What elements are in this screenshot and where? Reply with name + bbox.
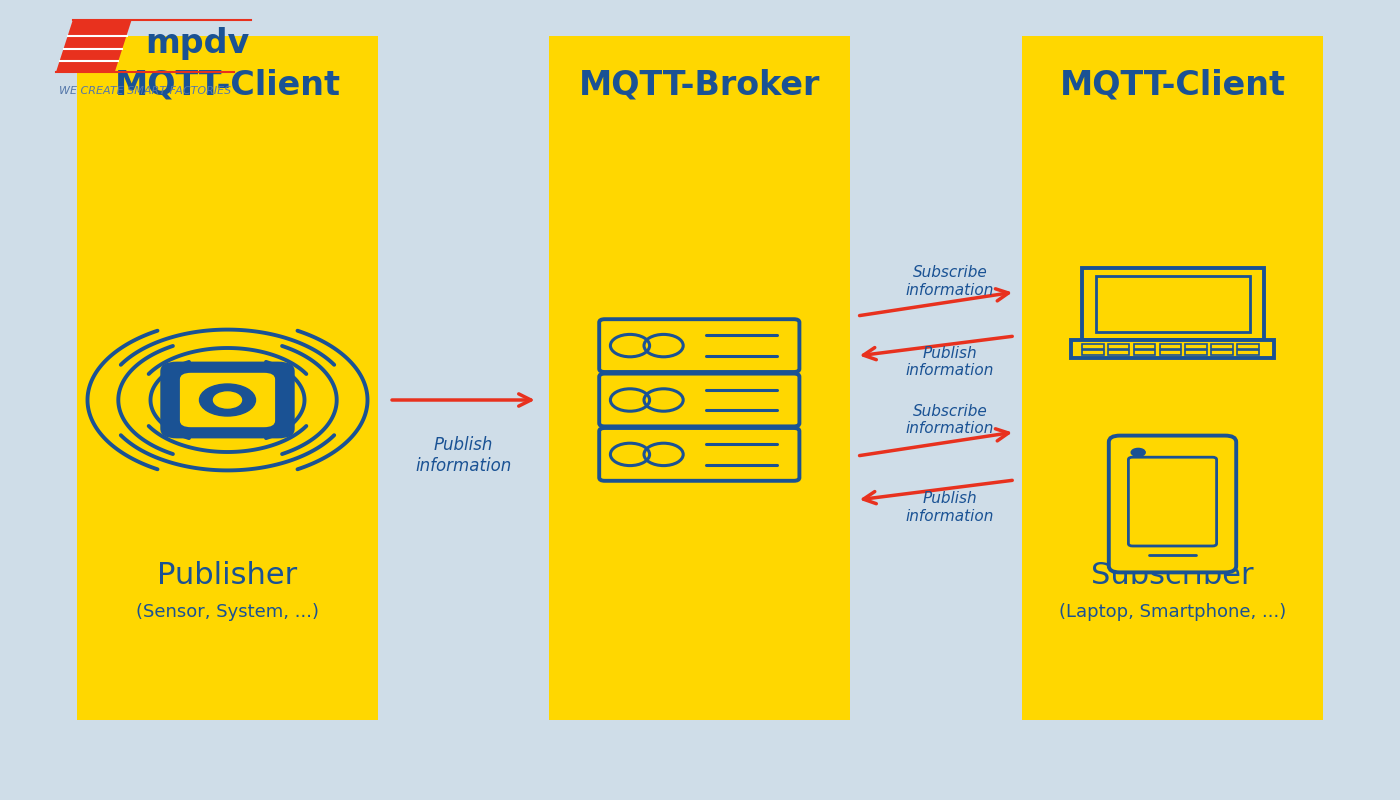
FancyBboxPatch shape bbox=[1082, 343, 1103, 349]
Text: Publish
information: Publish information bbox=[416, 436, 511, 475]
FancyBboxPatch shape bbox=[1109, 435, 1236, 573]
Polygon shape bbox=[56, 20, 132, 72]
FancyBboxPatch shape bbox=[1081, 268, 1263, 340]
FancyBboxPatch shape bbox=[1107, 350, 1130, 355]
FancyBboxPatch shape bbox=[1238, 350, 1259, 355]
FancyBboxPatch shape bbox=[1071, 340, 1274, 358]
FancyBboxPatch shape bbox=[1082, 350, 1103, 355]
FancyBboxPatch shape bbox=[1022, 36, 1323, 720]
Text: Subscribe
information: Subscribe information bbox=[906, 266, 994, 298]
FancyBboxPatch shape bbox=[160, 362, 295, 438]
Text: (Sensor, System, ...): (Sensor, System, ...) bbox=[136, 603, 319, 621]
Text: Publish
information: Publish information bbox=[906, 491, 994, 524]
FancyBboxPatch shape bbox=[1211, 343, 1233, 349]
Text: mpdv: mpdv bbox=[146, 27, 249, 60]
FancyBboxPatch shape bbox=[1134, 343, 1155, 349]
FancyBboxPatch shape bbox=[599, 319, 799, 372]
Circle shape bbox=[213, 392, 241, 408]
FancyBboxPatch shape bbox=[1159, 343, 1182, 349]
FancyBboxPatch shape bbox=[1186, 350, 1207, 355]
FancyBboxPatch shape bbox=[1095, 276, 1249, 332]
Text: Publish
information: Publish information bbox=[906, 346, 994, 378]
Text: Publisher: Publisher bbox=[157, 562, 298, 590]
FancyBboxPatch shape bbox=[599, 428, 799, 481]
Circle shape bbox=[1131, 448, 1145, 456]
FancyBboxPatch shape bbox=[1134, 350, 1155, 355]
FancyBboxPatch shape bbox=[77, 36, 378, 720]
FancyBboxPatch shape bbox=[1128, 457, 1217, 546]
FancyBboxPatch shape bbox=[179, 373, 274, 427]
FancyBboxPatch shape bbox=[1186, 343, 1207, 349]
Text: MQTT-Client: MQTT-Client bbox=[1060, 68, 1285, 101]
Text: MQTT-Broker: MQTT-Broker bbox=[578, 68, 820, 101]
FancyBboxPatch shape bbox=[1107, 343, 1130, 349]
FancyBboxPatch shape bbox=[1211, 350, 1233, 355]
FancyBboxPatch shape bbox=[599, 374, 799, 426]
Text: Subscribe
information: Subscribe information bbox=[906, 404, 994, 436]
Text: Subscriber: Subscriber bbox=[1091, 562, 1254, 590]
Text: (Laptop, Smartphone, ...): (Laptop, Smartphone, ...) bbox=[1058, 603, 1287, 621]
FancyBboxPatch shape bbox=[1238, 343, 1259, 349]
Text: WE CREATE SMART FACTORIES: WE CREATE SMART FACTORIES bbox=[59, 86, 231, 97]
FancyBboxPatch shape bbox=[549, 36, 850, 720]
Circle shape bbox=[199, 384, 255, 416]
Text: MQTT-Client: MQTT-Client bbox=[115, 68, 340, 101]
FancyBboxPatch shape bbox=[1159, 350, 1182, 355]
